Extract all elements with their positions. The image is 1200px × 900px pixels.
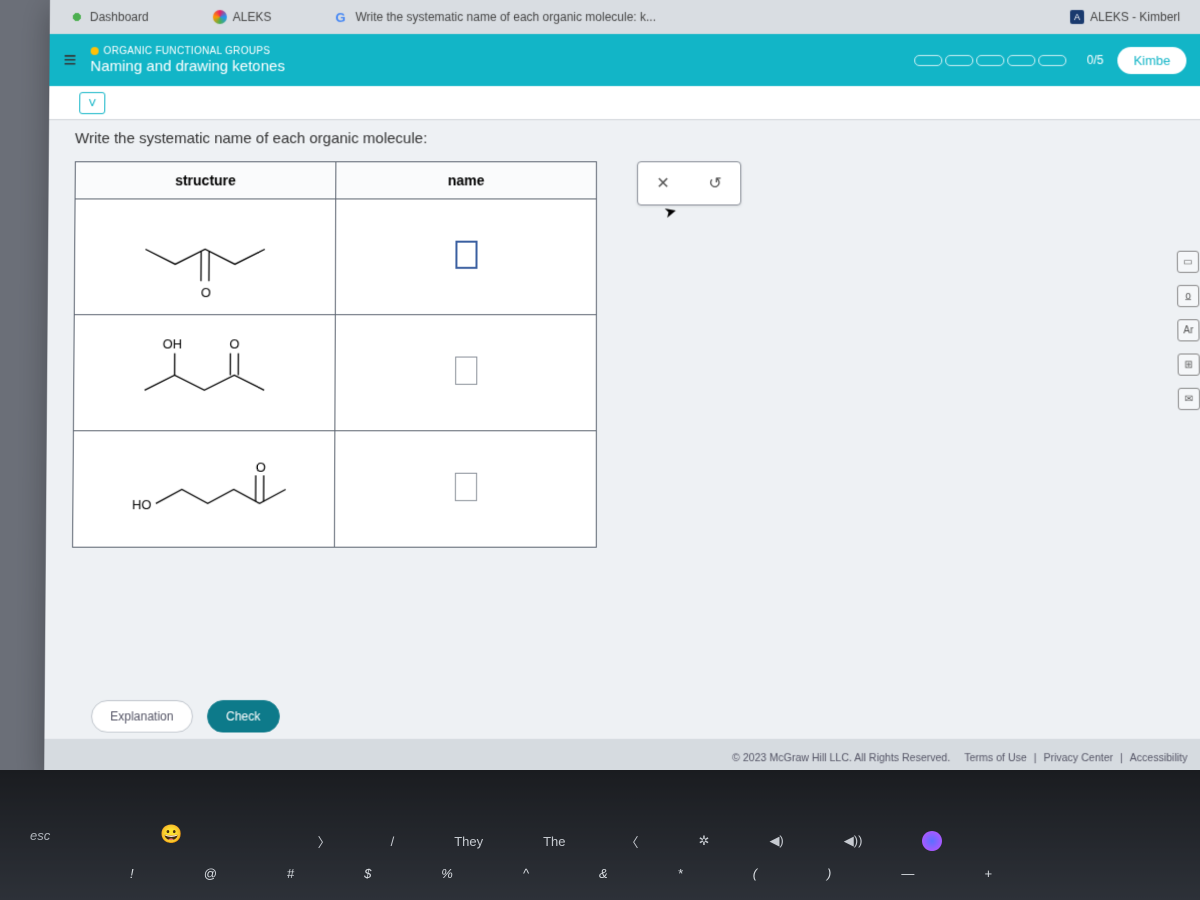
copyright: © 2023 McGraw Hill LLC. All Rights Reser…	[732, 752, 950, 764]
side-tool-rail: ▭ o̲ Ar ⊞ ✉	[1174, 251, 1200, 410]
tab-label: Write the systematic name of each organi…	[355, 10, 656, 24]
action-toolbar: ✕ ↺	[637, 161, 741, 205]
name-cell	[335, 199, 596, 315]
check-button[interactable]: Check	[207, 700, 280, 733]
accessibility-link[interactable]: Accessibility	[1130, 752, 1188, 764]
question-prompt: Write the systematic name of each organi…	[75, 130, 1175, 147]
name-cell	[334, 431, 596, 547]
screen: Dashboard ALEKS G Write the systematic n…	[44, 0, 1200, 778]
header-name: name	[336, 162, 597, 199]
tab-label: ALEKS	[233, 10, 272, 24]
touchbar-item[interactable]: /	[391, 834, 395, 849]
key: )	[827, 866, 831, 894]
key: #	[287, 866, 294, 894]
touch-bar: 〉 / They The 〈 ✲ ◀) ◀))	[100, 826, 1160, 856]
dashboard-icon	[70, 10, 84, 24]
touchbar-item[interactable]: ◀))	[844, 833, 863, 849]
name-cell	[335, 315, 597, 431]
topic-title: Naming and drawing ketones	[90, 58, 900, 75]
esc-key: esc	[30, 828, 50, 843]
siri-icon[interactable]	[922, 831, 942, 851]
progress-text: 0/5	[1087, 53, 1104, 67]
tab-aleks-user[interactable]: A ALEKS - Kimberl	[1058, 6, 1192, 28]
question-table: structure name O	[72, 161, 597, 547]
app-header: ≡ ORGANIC FUNCTIONAL GROUPS Naming and d…	[49, 34, 1200, 86]
laptop-base: esc 😀 〉 / They The 〈 ✲ ◀) ◀)) ! @ # $ % …	[0, 770, 1200, 900]
progress-pill	[915, 55, 943, 66]
answer-input[interactable]	[454, 472, 476, 500]
topic-category: ORGANIC FUNCTIONAL GROUPS	[90, 46, 900, 57]
topic-block: ORGANIC FUNCTIONAL GROUPS Naming and dra…	[90, 46, 900, 75]
header-structure: structure	[75, 162, 336, 199]
workarea: Write the systematic name of each organi…	[44, 120, 1200, 777]
svg-text:O: O	[201, 285, 211, 300]
tab-label: Dashboard	[90, 10, 149, 24]
svg-text:OH: OH	[163, 336, 182, 351]
touchbar-item[interactable]: 〉	[318, 832, 331, 851]
touchbar-item[interactable]: ◀)	[769, 833, 783, 849]
tab-aleks[interactable]: ALEKS	[201, 6, 284, 28]
touchbar-item[interactable]: They	[454, 834, 483, 849]
key: +	[984, 866, 992, 894]
side-tool[interactable]: ▭	[1177, 251, 1199, 273]
answer-input[interactable]	[455, 356, 477, 384]
content-row: structure name O	[72, 161, 1178, 547]
tab-search[interactable]: G Write the systematic name of each orga…	[323, 6, 668, 28]
explanation-button[interactable]: Explanation	[91, 700, 193, 733]
expand-button[interactable]: ˅	[79, 92, 105, 114]
sub-toolbar: ˅	[49, 86, 1200, 120]
side-tool[interactable]: ⊞	[1178, 354, 1200, 376]
progress-indicator	[915, 55, 1067, 66]
key: @	[204, 866, 217, 894]
side-tool[interactable]: o̲	[1177, 285, 1199, 307]
progress-pill	[977, 55, 1005, 66]
touchbar-item[interactable]: The	[543, 834, 565, 849]
structure-cell: HO O	[73, 431, 335, 547]
svg-text:O: O	[256, 459, 266, 474]
aleks-icon	[213, 10, 227, 24]
answer-input[interactable]	[455, 240, 477, 268]
privacy-link[interactable]: Privacy Center	[1043, 752, 1113, 764]
menu-icon[interactable]: ≡	[63, 47, 76, 73]
tab-label: ALEKS - Kimberl	[1090, 10, 1180, 24]
key: %	[441, 866, 453, 894]
table-row: HO O	[73, 431, 597, 547]
tab-dashboard[interactable]: Dashboard	[58, 6, 161, 28]
key: ^	[523, 866, 529, 894]
molecule-2: OH O	[74, 315, 335, 425]
side-tool-ar[interactable]: Ar	[1177, 319, 1199, 341]
structure-cell: OH O	[73, 315, 335, 431]
aleks-badge-icon: A	[1070, 10, 1084, 24]
table-row: O	[74, 199, 596, 315]
key: —	[901, 866, 914, 894]
keyboard-row: ! @ # $ % ^ & * ( ) — +	[100, 866, 1160, 894]
svg-text:O: O	[229, 336, 239, 351]
key: $	[364, 866, 371, 894]
reset-button[interactable]: ↺	[704, 172, 726, 194]
touchbar-item[interactable]: 〈	[626, 832, 639, 851]
google-icon: G	[335, 10, 349, 24]
bottom-actions: Explanation Check	[91, 700, 280, 733]
side-tool[interactable]: ✉	[1178, 388, 1200, 410]
progress-pill	[1039, 55, 1067, 66]
molecule-3: HO O	[73, 431, 334, 541]
touchbar-item[interactable]: ✲	[699, 833, 710, 849]
browser-tab-strip: Dashboard ALEKS G Write the systematic n…	[50, 0, 1200, 34]
terms-link[interactable]: Terms of Use	[964, 752, 1027, 764]
key: !	[130, 866, 134, 894]
key: &	[599, 866, 608, 894]
structure-cell: O	[74, 199, 336, 315]
progress-pill	[1008, 55, 1036, 66]
key: (	[753, 866, 757, 894]
clear-button[interactable]: ✕	[652, 172, 674, 194]
progress-pill	[946, 55, 974, 66]
key: *	[678, 866, 683, 894]
molecule-1: O	[75, 199, 335, 309]
svg-text:HO: HO	[132, 497, 152, 512]
user-chip[interactable]: Kimbe	[1117, 47, 1186, 74]
table-row: OH O	[73, 315, 596, 431]
